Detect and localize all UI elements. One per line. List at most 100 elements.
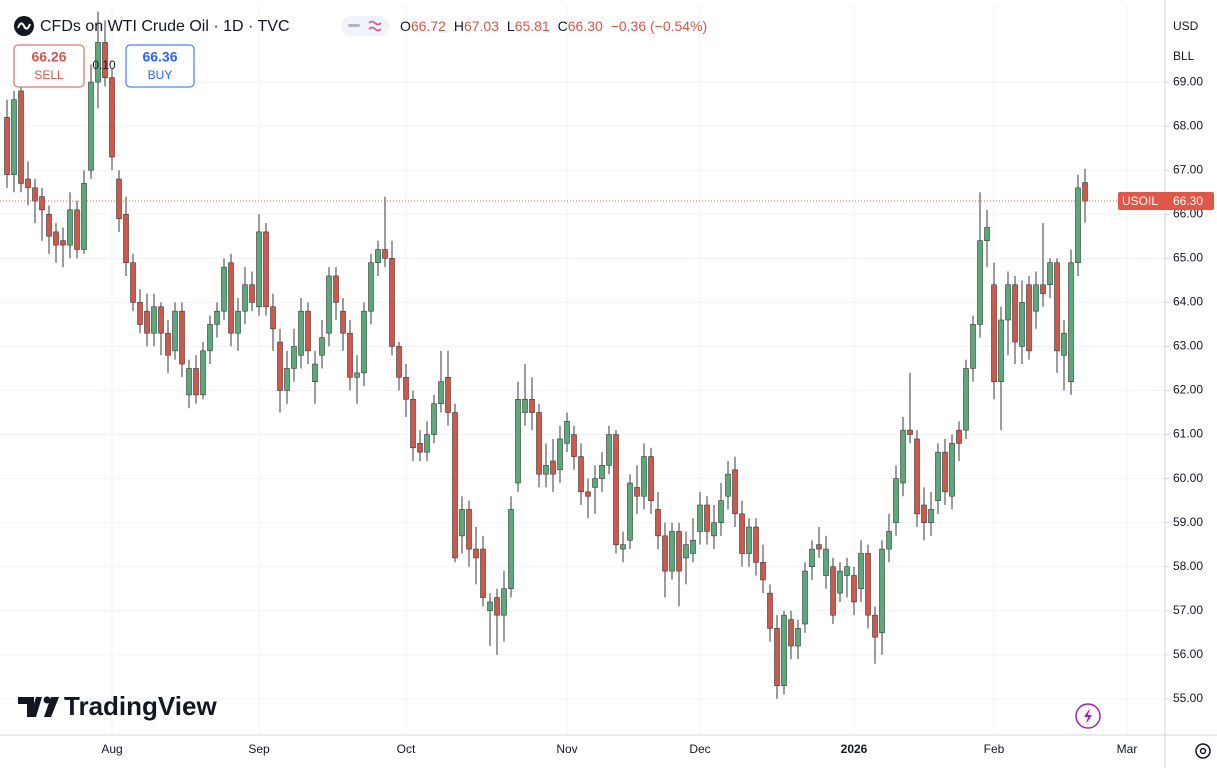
candle-body <box>921 504 927 523</box>
y-tick-label: 62.00 <box>1173 383 1203 397</box>
candle-body <box>1047 262 1053 286</box>
candle-body <box>172 310 178 352</box>
settings-button[interactable] <box>1195 743 1211 759</box>
candle-body <box>963 368 969 431</box>
axes: 55.00 56.00 57.00 58.00 59.00 60.00 61.00 62.00… <box>101 74 1214 756</box>
candle-body <box>200 350 206 396</box>
candle-body <box>809 548 815 568</box>
buy-price: 66.36 <box>142 49 177 65</box>
candle-body <box>277 341 283 391</box>
candle-body <box>242 284 248 312</box>
candle-body <box>123 213 129 264</box>
y-tick-label: 57.00 <box>1173 603 1203 617</box>
candle-body <box>466 509 472 550</box>
candle-body <box>529 398 535 413</box>
candle-body <box>935 451 941 501</box>
sell-box[interactable] <box>13 44 85 88</box>
candle-body <box>186 368 192 396</box>
candle-body <box>221 266 227 312</box>
candle-body <box>837 570 843 594</box>
candle-body <box>179 310 185 365</box>
candle-body <box>1005 284 1011 321</box>
y-tick-label: 59.00 <box>1173 515 1203 529</box>
candle-body <box>697 504 703 532</box>
candle-body <box>508 509 514 590</box>
logo-mark <box>44 697 59 717</box>
candle-body <box>872 614 878 638</box>
candle-body <box>900 429 906 484</box>
x-tick-label: Oct <box>397 742 416 756</box>
candle-body <box>760 562 766 581</box>
candle-body <box>284 368 290 391</box>
candle-body <box>298 310 304 356</box>
candle-body <box>25 178 31 189</box>
candle-body <box>886 531 892 550</box>
candle-body <box>1012 284 1018 343</box>
plot-area <box>0 5 1165 735</box>
candle-body <box>319 337 325 356</box>
candle-body <box>1075 187 1081 264</box>
candle-body <box>403 376 409 400</box>
candle-body <box>1026 284 1032 352</box>
sell-button[interactable]: 66.26 SELL <box>13 44 85 88</box>
candle-body <box>312 363 318 382</box>
candle-body <box>858 553 864 590</box>
candle-body <box>256 231 262 308</box>
alert-icon <box>1084 708 1092 724</box>
candle-body <box>347 332 353 378</box>
buy-box[interactable] <box>125 44 195 88</box>
candle-body <box>830 566 836 616</box>
candle-body <box>879 548 885 634</box>
candle-body <box>165 332 171 356</box>
candle-body <box>291 346 297 369</box>
unit: BLL <box>1173 49 1195 63</box>
candle-body <box>774 628 780 686</box>
candle-body <box>207 324 213 352</box>
candle-body <box>641 456 647 497</box>
logo-mark <box>18 697 42 717</box>
candle-body <box>228 262 234 334</box>
y-tick-label: 65.00 <box>1173 250 1203 264</box>
x-tick-label: Feb <box>984 742 1005 756</box>
candle-body <box>606 434 612 466</box>
candle-body <box>263 231 269 308</box>
candle-body <box>487 601 493 612</box>
y-tick-label: 56.00 <box>1173 647 1203 661</box>
candle-body <box>956 429 962 444</box>
candle-body <box>536 412 542 475</box>
candle-body <box>389 258 395 347</box>
candle-body <box>1040 284 1046 294</box>
candle-body <box>410 398 416 449</box>
y-tick-label: 55.00 <box>1173 691 1203 705</box>
candle-body <box>704 504 710 532</box>
candle-body <box>627 482 633 541</box>
candle-body <box>39 196 45 211</box>
gear[interactable] <box>1195 743 1211 759</box>
candle-body <box>844 566 850 576</box>
candle-body <box>137 302 143 325</box>
candle-body <box>452 412 458 559</box>
candle-body <box>942 451 948 493</box>
y-tick-label: 61.00 <box>1173 427 1203 441</box>
candle-body <box>81 183 87 250</box>
alert-button[interactable] <box>1075 703 1101 729</box>
candle-body <box>4 117 10 175</box>
candle-body <box>585 491 591 497</box>
candle-body <box>725 473 731 497</box>
candle-body <box>95 42 101 83</box>
buy-button[interactable]: 66.36 BUY <box>125 44 195 88</box>
candle-body <box>711 522 717 537</box>
candle-body <box>354 372 360 378</box>
candle-body <box>732 469 738 515</box>
candle-body <box>88 81 94 171</box>
last-price-tag <box>1118 192 1214 211</box>
gear-hub <box>1199 747 1207 755</box>
candle-body <box>634 487 640 497</box>
candle-body <box>543 465 549 475</box>
x-tick-label: Nov <box>556 742 577 756</box>
candle-body <box>1019 302 1025 347</box>
y-tick-label: 60.00 <box>1173 471 1203 485</box>
pill-icon <box>368 20 382 32</box>
sell-price: 66.26 <box>31 49 66 65</box>
